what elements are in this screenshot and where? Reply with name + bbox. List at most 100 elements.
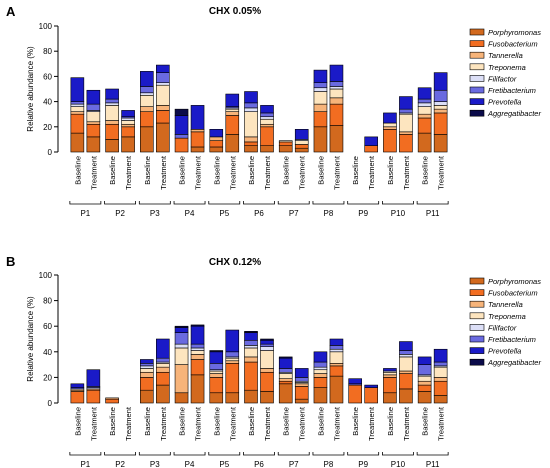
legend-label: Aggregatibacter — [487, 358, 541, 367]
bar-segment — [225, 329, 240, 353]
group-bracket — [416, 201, 449, 205]
y-tick-label: 80 — [43, 47, 52, 56]
condition-label: Treatment — [437, 155, 446, 190]
bar-segment — [190, 350, 205, 355]
condition-label: Baseline — [73, 156, 82, 185]
bar-segment — [156, 64, 170, 73]
bar-segment — [260, 112, 274, 118]
y-axis-label: Relative abundance (%) — [26, 296, 35, 382]
bar-segment — [399, 113, 413, 133]
legend-label: Porphyromonas — [488, 28, 541, 37]
group-bracket — [104, 201, 136, 205]
group-bracket — [312, 452, 345, 456]
group-label: P2 — [115, 460, 125, 468]
condition-label: Baseline — [73, 407, 82, 436]
bar-segment — [190, 146, 205, 153]
bar-segment — [244, 361, 258, 391]
group-bracket — [138, 201, 171, 205]
bar-segment — [260, 368, 274, 373]
bar-segment — [244, 332, 258, 341]
bar-segment — [399, 134, 413, 153]
bar-segment — [244, 389, 258, 404]
group-label: P7 — [289, 460, 299, 468]
condition-label: Baseline — [282, 407, 291, 436]
bar-segment — [329, 81, 344, 87]
bar-segment — [313, 111, 328, 128]
bar-segment — [174, 134, 189, 139]
bar-segment — [105, 98, 119, 104]
group-bracket — [69, 201, 102, 205]
group-label: P10 — [391, 209, 406, 218]
condition-label: Baseline — [178, 156, 187, 185]
bar-segment — [86, 121, 101, 125]
bar-segment — [417, 117, 432, 134]
bar-segment — [244, 136, 258, 143]
bar-segment — [140, 126, 154, 153]
bar-segment — [70, 101, 85, 105]
bar-segment — [278, 141, 293, 146]
bar-segment — [433, 108, 448, 114]
group-label: P10 — [391, 460, 406, 468]
bar-segment — [294, 368, 309, 378]
bar-segment — [156, 82, 170, 86]
bar-segment — [86, 111, 101, 123]
condition-label: Treatment — [298, 406, 307, 441]
condition-label: Treatment — [194, 406, 203, 441]
group-label: P2 — [115, 209, 125, 218]
bar-segment — [140, 377, 154, 391]
bar-segment — [313, 351, 328, 363]
bar-segment — [433, 366, 448, 378]
bar-segment — [209, 350, 224, 353]
bar-segment — [140, 359, 154, 364]
bar-segment — [140, 92, 154, 96]
condition-label: Treatment — [437, 406, 446, 441]
group-bracket — [173, 452, 206, 456]
condition-label: Baseline — [316, 407, 325, 436]
bar-segment — [294, 386, 309, 400]
bar-segment — [383, 392, 397, 404]
bar-segment — [329, 97, 344, 105]
bar-segment — [174, 343, 189, 349]
bar-segment — [156, 110, 170, 124]
bar-segment — [329, 338, 344, 346]
bar-segment — [417, 391, 432, 404]
bar-segment — [260, 118, 274, 125]
bar-segment — [121, 110, 135, 118]
bar-segment — [140, 95, 154, 107]
bar-segment — [190, 129, 205, 133]
legend-label: Tannerella — [488, 51, 523, 60]
condition-label: Treatment — [228, 155, 237, 190]
bar-segment — [225, 115, 240, 135]
bar-segment — [364, 136, 378, 147]
bar-segment — [86, 369, 101, 387]
bar-segment — [174, 364, 189, 394]
bar-segment — [260, 371, 274, 392]
bar-segment — [313, 126, 328, 153]
group-label: P11 — [426, 209, 440, 218]
bar-segment — [278, 140, 293, 143]
condition-label: Treatment — [89, 406, 98, 441]
bar-segment — [383, 371, 397, 376]
bar-segment — [190, 347, 205, 351]
bar-segment — [364, 387, 378, 404]
bar-segment — [260, 145, 274, 153]
bar-segment — [225, 351, 240, 358]
bar-segment — [294, 144, 309, 149]
bar-segment — [433, 361, 448, 367]
bar-segment — [433, 72, 448, 91]
y-tick-label: 100 — [39, 271, 53, 280]
bar-segment — [417, 113, 432, 119]
group-label: P9 — [358, 460, 368, 468]
legend-swatch — [469, 109, 485, 117]
legend-label: Aggregatibacter — [487, 109, 541, 118]
bar-segment — [209, 140, 224, 148]
bar-segment — [121, 136, 135, 153]
legend-label: Tannerella — [488, 300, 523, 309]
bar-segment — [417, 132, 432, 153]
bar-segment — [278, 373, 293, 379]
legend-swatch — [469, 324, 485, 331]
group-label: P4 — [185, 460, 195, 468]
bar-segment — [329, 125, 344, 153]
group-label: P6 — [254, 460, 264, 468]
bar-segment — [86, 89, 101, 105]
